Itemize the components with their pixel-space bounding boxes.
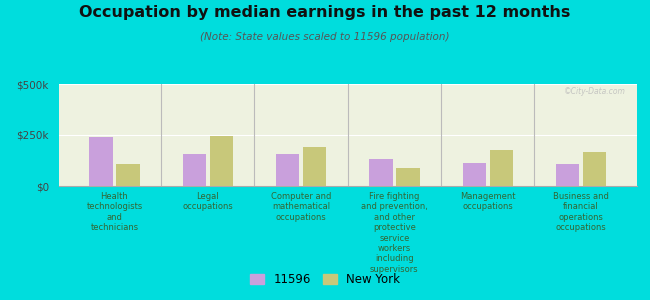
Bar <box>369 160 393 186</box>
Text: Occupation by median earnings in the past 12 months: Occupation by median earnings in the pas… <box>79 4 571 20</box>
Text: Health
technologists
and
technicians: Health technologists and technicians <box>86 192 142 232</box>
Legend: 11596, New York: 11596, New York <box>245 269 405 291</box>
Text: ©City-Data.com: ©City-Data.com <box>564 87 625 96</box>
Bar <box>556 164 579 186</box>
Bar <box>489 150 513 186</box>
Text: Legal
occupations: Legal occupations <box>183 192 233 212</box>
Bar <box>303 147 326 186</box>
Bar <box>116 164 140 186</box>
Text: Fire fighting
and prevention,
and other
protective
service
workers
including
sup: Fire fighting and prevention, and other … <box>361 192 428 274</box>
Bar <box>210 136 233 186</box>
Text: Computer and
mathematical
occupations: Computer and mathematical occupations <box>271 192 332 222</box>
Bar <box>276 154 299 186</box>
Bar <box>89 137 112 186</box>
Bar <box>583 152 606 186</box>
Bar <box>396 168 420 186</box>
Text: Management
occupations: Management occupations <box>460 192 515 212</box>
Bar <box>463 163 486 186</box>
Bar <box>183 154 206 186</box>
Text: Business and
financial
operations
occupations: Business and financial operations occupa… <box>553 192 609 232</box>
Text: (Note: State values scaled to 11596 population): (Note: State values scaled to 11596 popu… <box>200 32 450 41</box>
